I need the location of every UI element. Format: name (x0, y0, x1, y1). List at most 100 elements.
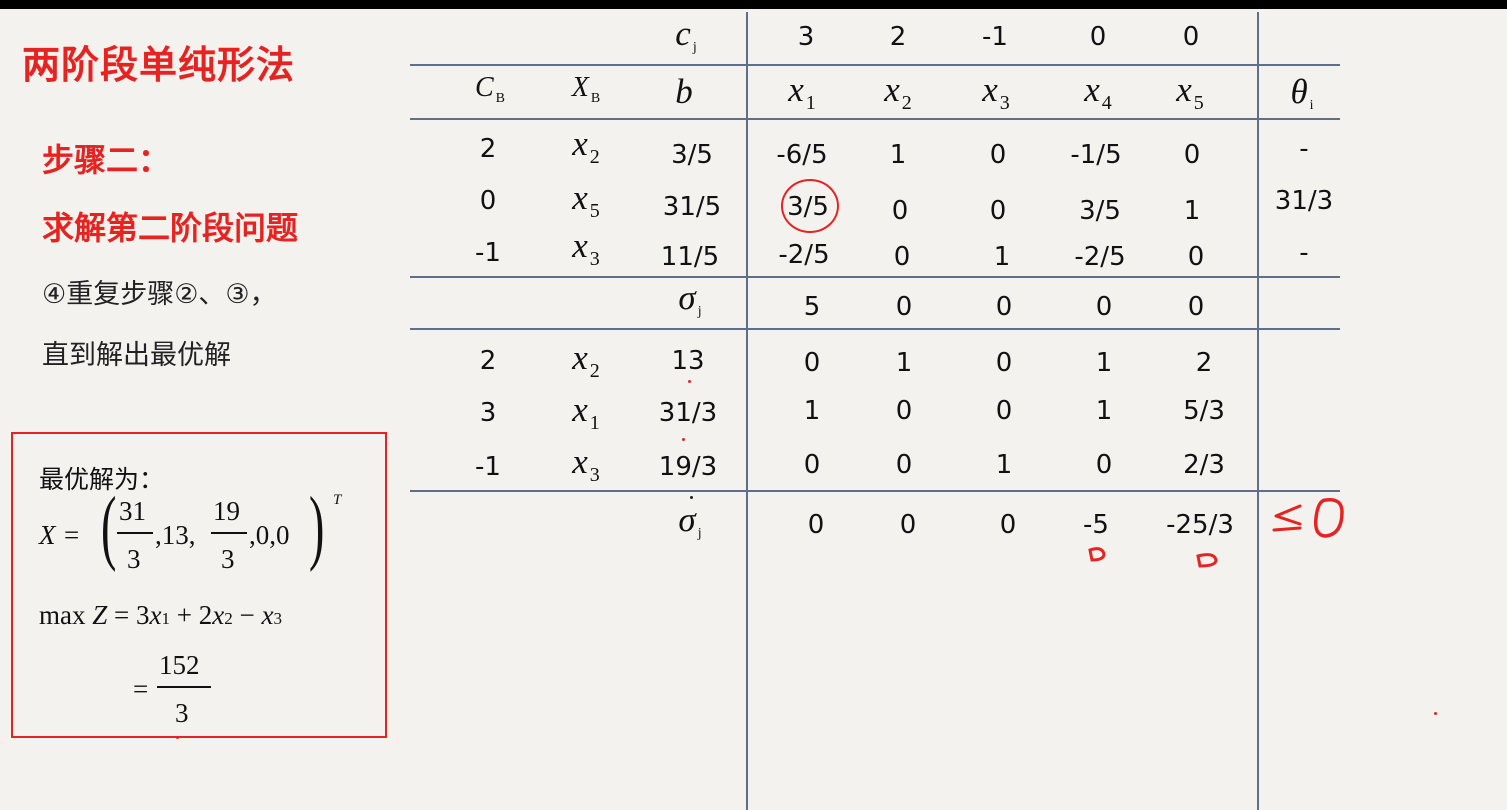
cell-cb: 2 (479, 346, 497, 376)
grid-line (410, 490, 1340, 492)
cell-value: -1/5 (1070, 140, 1122, 170)
top-bar (0, 0, 1507, 9)
cell-b: 3/5 (671, 140, 713, 170)
right-paren: ) (309, 480, 325, 573)
grid-line (410, 118, 1340, 120)
step-heading: 步骤二： (42, 141, 171, 179)
page-title: 两阶段单纯形法 (22, 43, 296, 87)
frac2-den: 3 (221, 544, 235, 574)
cj-value: 0 (1182, 22, 1200, 52)
cell-value: -2/5 (778, 240, 830, 270)
sigma-value: 0 (999, 510, 1017, 540)
zero-mark (1313, 498, 1344, 538)
cell-cb: -1 (475, 452, 501, 482)
ink-dot (682, 438, 685, 441)
cell-b: 31/3 (658, 398, 718, 428)
cell-value: 0 (995, 348, 1013, 378)
cell-value: 0 (1183, 140, 1201, 170)
cell-value: 1 (889, 140, 907, 170)
sigma-value: 0 (807, 510, 825, 540)
frac2-bar (211, 532, 247, 534)
x-lhs: X = (39, 520, 81, 550)
cell-value: 0 (803, 450, 821, 480)
cell-value: 0 (1187, 242, 1205, 272)
frac1-num: 31 (119, 496, 146, 526)
cell-value: 3/5 (1079, 196, 1121, 226)
cell-b: 31/5 (662, 192, 722, 222)
cell-value: 1 (803, 396, 821, 426)
leq-underline (1272, 526, 1302, 532)
result-num: 152 (159, 650, 200, 680)
cj-value: 2 (889, 22, 907, 52)
cell-value: -2/5 (1074, 242, 1126, 272)
ink-dot (176, 736, 179, 739)
grid-line (1257, 12, 1259, 810)
cell-value: 0 (895, 396, 913, 426)
leq-mark (1274, 504, 1302, 526)
cell-theta: 31/3 (1274, 186, 1334, 216)
result-bar (157, 686, 211, 688)
cell-value: 1 (1183, 196, 1201, 226)
optimal-solution-box: 最优解为： X = ( 31 3 ,13, 19 3 ,0,0 ) T max … (11, 432, 387, 738)
frac1-den: 3 (127, 544, 141, 574)
cell-b: 19/3 (658, 452, 718, 482)
cell-value: 0 (989, 196, 1007, 226)
cj-value: 0 (1089, 22, 1107, 52)
cj-value: 3 (797, 22, 815, 52)
small-o-mark (1088, 547, 1106, 562)
cell-b: 13 (671, 346, 705, 376)
cell-cb: 0 (479, 186, 497, 216)
cell-value: -6/5 (776, 140, 828, 170)
cell-value: 1 (895, 348, 913, 378)
note-line-2: 直到解出最优解 (42, 340, 231, 371)
optimal-label: 最优解为： (39, 465, 165, 494)
grid-line (410, 276, 1340, 278)
small-o-mark (1196, 553, 1218, 568)
sigma-value: 0 (995, 292, 1013, 322)
sigma-value: 5 (803, 292, 821, 322)
cell-value: 1 (995, 450, 1013, 480)
grid-line (746, 12, 748, 810)
cell-value: 1 (1095, 396, 1113, 426)
grid-line (410, 64, 1340, 66)
tail-values: ,0,0 (249, 520, 290, 550)
cell-theta: - (1299, 134, 1309, 164)
cj-value: -1 (982, 22, 1008, 52)
grid-line (410, 328, 1340, 330)
sigma-value: 0 (1187, 292, 1205, 322)
ink-dot (1434, 712, 1437, 715)
transpose-sup: T (333, 492, 342, 508)
cell-value: 0 (891, 196, 909, 226)
cell-value: 5/3 (1183, 396, 1225, 426)
ink-dot (690, 496, 693, 499)
sigma-value: 0 (1095, 292, 1113, 322)
cell-cb: 3 (479, 398, 497, 428)
cell-theta: - (1299, 238, 1309, 268)
cell-value: 0 (989, 140, 1007, 170)
cell-b: 11/5 (660, 242, 720, 272)
cell-value: 0 (803, 348, 821, 378)
cell-cb: -1 (475, 238, 501, 268)
cell-value: 0 (893, 242, 911, 272)
frac1-bar (117, 532, 153, 534)
sigma-value: 0 (899, 510, 917, 540)
sigma-value: -5 (1083, 510, 1109, 540)
cell-value: 2/3 (1183, 450, 1225, 480)
ink-dot (688, 380, 691, 383)
mid-values: ,13, (155, 520, 196, 550)
note-line-1: ④重复步骤②、③， (42, 279, 277, 310)
